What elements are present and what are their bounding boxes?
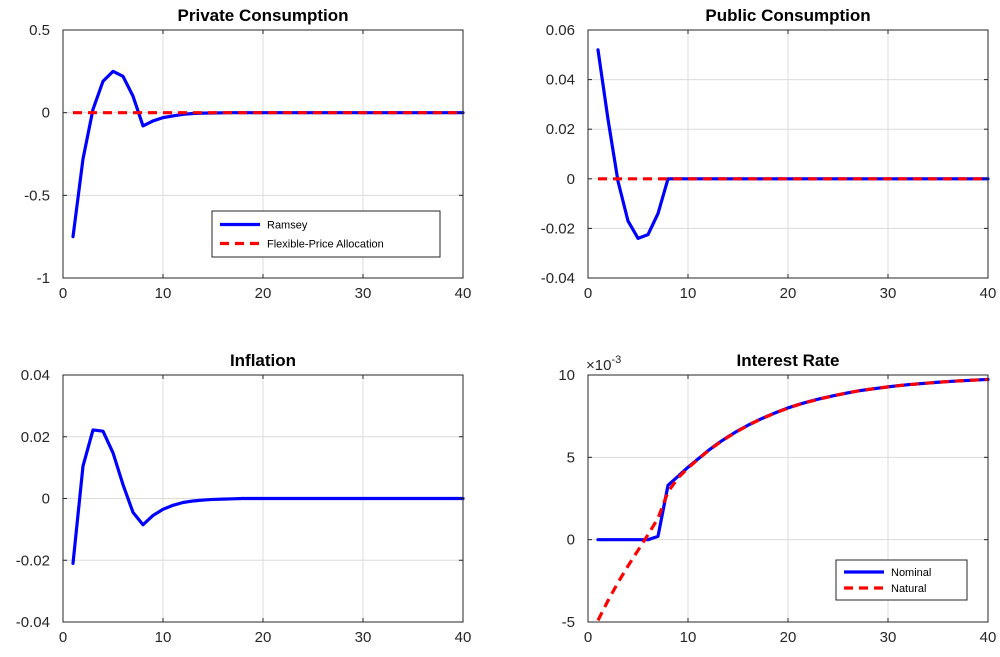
chart-title: Interest Rate [737, 351, 840, 370]
series-line-dashed [596, 377, 989, 622]
y-tick-label: 0.02 [546, 121, 575, 138]
legend-label: Ramsey [267, 220, 308, 232]
x-tick-label: 20 [255, 629, 272, 646]
ticks: 0 10 20 30 40 -5 0 5 10 [558, 367, 996, 646]
y-tick-label: 0 [42, 491, 50, 508]
y-tick-label: 0.04 [21, 367, 50, 384]
x-tick-label: 0 [584, 629, 592, 646]
axis-exponent-label: ×10-3 [586, 354, 621, 374]
y-tick-label: 10 [558, 367, 575, 384]
x-tick-label: 30 [355, 629, 372, 646]
series-line-solid [596, 48, 990, 240]
y-tick-label: -1 [37, 270, 50, 287]
axis-exponent-power: -3 [611, 354, 621, 366]
subplot-public-consumption: 0 10 20 30 40 -0.04 -0.02 0 0.02 0.04 0.06 Public C… [541, 6, 997, 302]
series-group [596, 48, 990, 240]
series-group [71, 428, 465, 565]
y-tick-label: 5 [567, 449, 575, 466]
x-tick-label: 0 [59, 285, 67, 302]
y-tick-label: 0 [567, 171, 575, 188]
legend-label: Natural [891, 583, 926, 595]
subplot-interest-rate: 0 10 20 30 40 -5 0 5 10 Interest Rate ×10-3 Nominal… [558, 351, 996, 646]
x-tick-label: 40 [980, 629, 997, 646]
x-tick-label: 10 [680, 629, 697, 646]
y-tick-label: -0.04 [16, 614, 50, 631]
x-tick-label: 40 [980, 285, 997, 302]
x-tick-label: 10 [680, 285, 697, 302]
x-tick-label: 30 [880, 629, 897, 646]
chart-title: Public Consumption [705, 6, 870, 25]
y-tick-label: -0.04 [541, 270, 575, 287]
x-tick-label: 40 [455, 629, 472, 646]
x-tick-label: 30 [880, 285, 897, 302]
x-tick-label: 0 [584, 285, 592, 302]
ticks: 0 10 20 30 40 -0.04 -0.02 0 0.02 0.04 [16, 367, 472, 646]
x-tick-label: 20 [780, 629, 797, 646]
ticks: 0 10 20 30 40 -0.04 -0.02 0 0.02 0.04 0.06 [541, 22, 997, 302]
chart-title: Private Consumption [178, 6, 349, 25]
series-group [596, 377, 990, 622]
ticks: 0 10 20 30 40 -1 -0.5 0 0.5 [24, 22, 471, 302]
legend: Nominal Natural [835, 559, 968, 601]
legend-label: Flexible-Price Allocation [267, 239, 384, 251]
x-tick-label: 10 [155, 629, 172, 646]
subplot-inflation: 0 10 20 30 40 -0.04 -0.02 0 0.02 0.04 Inflation [16, 351, 472, 646]
x-tick-label: 20 [780, 285, 797, 302]
legend-label: Nominal [891, 567, 931, 579]
series-group [71, 69, 465, 239]
x-tick-label: 0 [59, 629, 67, 646]
legend: Ramsey Flexible-Price Allocation [211, 210, 441, 258]
y-tick-label: 0.06 [546, 22, 575, 39]
y-tick-label: 0.02 [21, 429, 50, 446]
y-tick-label: -0.02 [541, 220, 575, 237]
x-tick-label: 10 [155, 285, 172, 302]
y-tick-label: 0 [567, 532, 575, 549]
y-tick-label: 0.5 [29, 22, 50, 39]
y-tick-label: -5 [562, 614, 575, 631]
chart-title: Inflation [230, 351, 296, 370]
x-tick-label: 30 [355, 285, 372, 302]
series-line-solid [71, 428, 465, 565]
x-tick-label: 20 [255, 285, 272, 302]
legend-box [835, 559, 968, 601]
subplot-private-consumption: 0 10 20 30 40 -1 -0.5 0 0.5 Private Consumption Ra… [24, 6, 471, 302]
y-tick-label: -0.02 [16, 552, 50, 569]
y-tick-label: 0.04 [546, 72, 575, 89]
legend-box [211, 210, 441, 258]
y-tick-label: -0.5 [24, 187, 50, 204]
y-tick-label: 0 [42, 105, 50, 122]
x-tick-label: 40 [455, 285, 472, 302]
